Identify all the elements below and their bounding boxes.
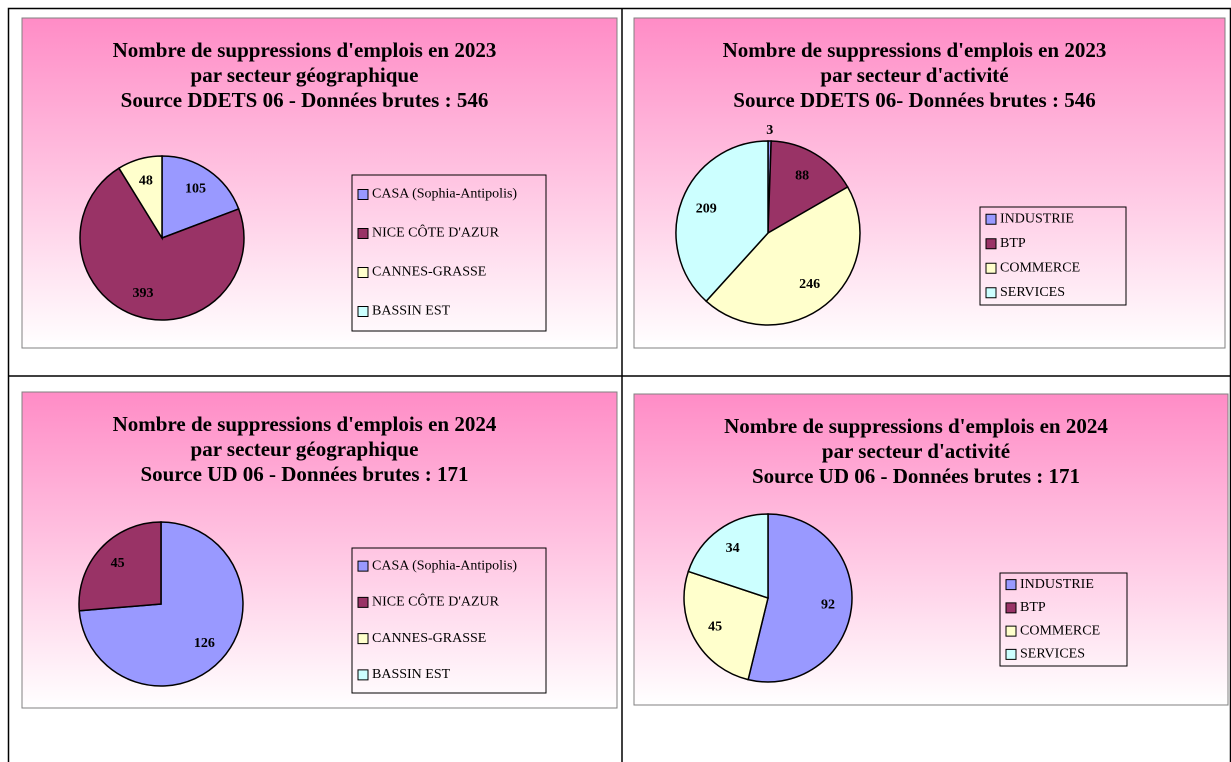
legend-swatch: [985, 213, 997, 225]
chart-title: Nombre de suppressions d'emplois en 2023: [113, 38, 497, 62]
data-label: 105: [185, 182, 206, 197]
legend-swatch: [357, 306, 369, 317]
legend-swatch: [357, 228, 369, 239]
legend-swatch: [357, 669, 369, 681]
data-label: 92: [821, 597, 835, 612]
legend-swatch: [1005, 602, 1017, 614]
chart-title: Source DDETS 06 - Données brutes : 546: [121, 88, 489, 112]
chart-title: par secteur d'activité: [820, 63, 1008, 87]
legend-swatch: [357, 560, 369, 572]
legend-label: CANNES-GRASSE: [372, 631, 486, 646]
legend-swatch: [357, 596, 369, 608]
legend-label: SERVICES: [1020, 647, 1085, 662]
legend: [351, 547, 547, 694]
legend-label: NICE CÔTE D'AZUR: [372, 593, 500, 610]
pie-slice: [687, 513, 769, 600]
chart-title: par secteur géographique: [191, 437, 419, 461]
legend-swatch: [985, 238, 997, 250]
legend-swatch: [1005, 579, 1017, 591]
pie-slice: [705, 185, 861, 326]
chart-title: par secteur géographique: [191, 63, 419, 87]
legend-label: COMMERCE: [1020, 623, 1100, 638]
pie-slice: [78, 521, 162, 612]
pie-slice: [747, 513, 853, 683]
legend-swatch: [357, 189, 369, 200]
chart-title: par secteur d'activité: [822, 439, 1010, 463]
legend: [979, 206, 1127, 306]
legend-label: COMMERCE: [1000, 260, 1080, 275]
legend: [351, 174, 547, 332]
legend-label: SERVICES: [1000, 285, 1065, 300]
legend-label: BTP: [1020, 600, 1046, 615]
legend-swatch: [1005, 625, 1017, 637]
legend-label: CASA (Sophia-Antipolis): [372, 187, 517, 202]
data-label: 209: [696, 201, 717, 216]
pie-slice: [675, 140, 769, 303]
data-label: 45: [111, 556, 125, 571]
legend-label: CASA (Sophia-Antipolis): [372, 558, 517, 573]
legend-label: INDUSTRIE: [1020, 577, 1094, 592]
data-label: 34: [726, 541, 740, 556]
pie-slice: [683, 570, 769, 681]
chart-title: Nombre de suppressions d'emplois en 2024: [724, 414, 1108, 438]
pie-slice: [161, 155, 240, 240]
data-label: 3: [766, 123, 773, 138]
data-label: 126: [194, 636, 215, 651]
legend-swatch: [985, 287, 997, 299]
data-label: 246: [799, 277, 820, 292]
legend-label: BTP: [1000, 236, 1026, 251]
legend-label: BASSIN EST: [372, 304, 451, 319]
data-label: 393: [132, 286, 153, 301]
legend: [999, 572, 1128, 667]
chart-title: Source DDETS 06- Données brutes : 546: [733, 88, 1095, 112]
legend-label: INDUSTRIE: [1000, 211, 1074, 226]
legend-swatch: [1005, 648, 1017, 660]
legend-swatch: [357, 267, 369, 278]
chart-title: Source UD 06 - Données brutes : 171: [752, 464, 1080, 488]
chart-title: Nombre de suppressions d'emplois en 2023: [723, 38, 1107, 62]
legend-label: CANNES-GRASSE: [372, 265, 486, 280]
legend-label: BASSIN EST: [372, 667, 451, 682]
pie-slice: [767, 140, 849, 235]
pie-slice: [79, 167, 245, 321]
data-label: 88: [795, 168, 809, 183]
data-label: 48: [139, 173, 153, 188]
chart-title: Nombre de suppressions d'emplois en 2024: [113, 412, 497, 436]
legend-swatch: [357, 633, 369, 645]
legend-swatch: [985, 262, 997, 274]
data-label: 45: [708, 619, 722, 634]
pie-slice: [117, 155, 163, 241]
chart-title: Source UD 06 - Données brutes : 171: [140, 462, 468, 486]
legend-label: NICE CÔTE D'AZUR: [372, 224, 500, 241]
